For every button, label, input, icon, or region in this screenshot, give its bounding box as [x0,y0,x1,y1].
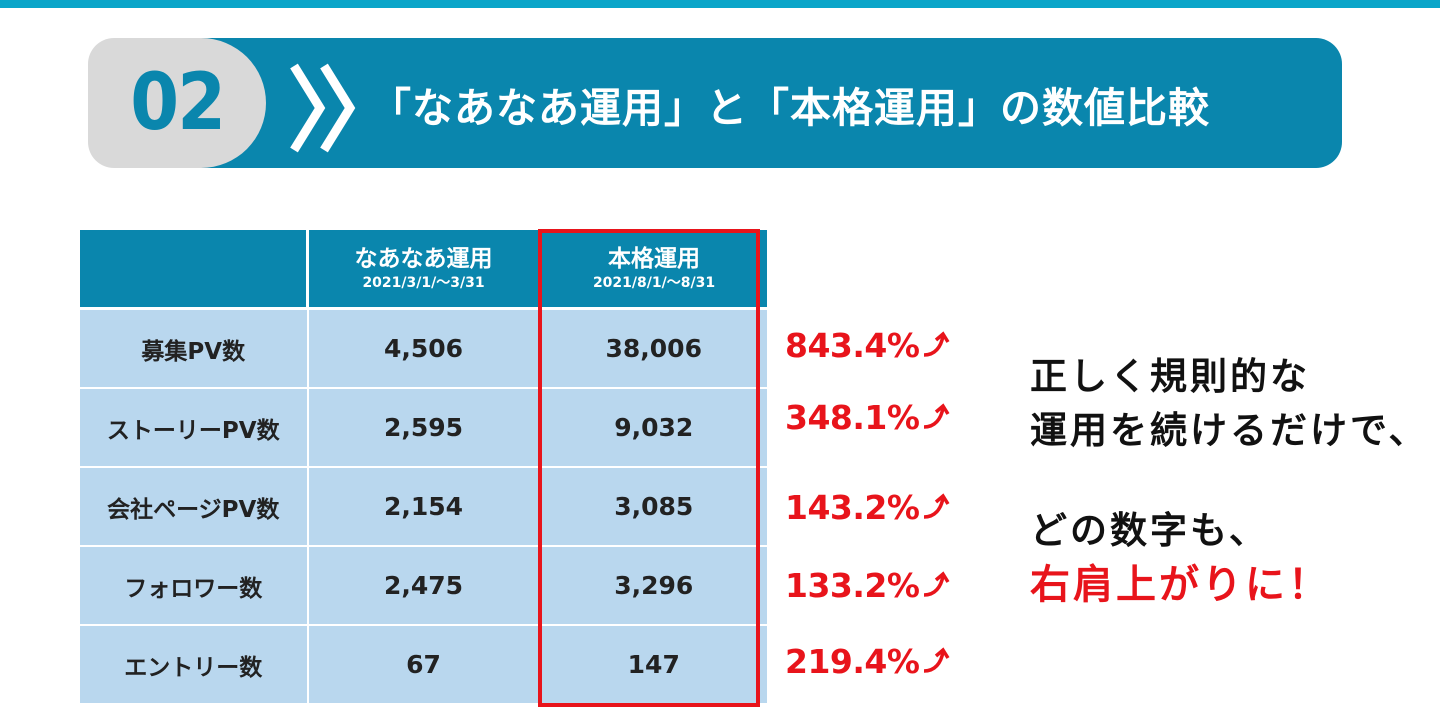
table-row: 募集PV数 4,506 38,006 [80,308,767,389]
growth-percent: 843.4% [785,325,920,365]
value-before: 67 [307,625,541,705]
row-label: ストーリーPV数 [80,388,309,468]
value-before: 2,595 [307,388,541,468]
value-after: 147 [539,625,767,705]
growth-rate: 843.4% [785,320,955,370]
row-label: 会社ページPV数 [80,467,309,547]
growth-rate: 143.2% [785,482,955,532]
column-period: 2021/8/1/〜8/31 [592,274,716,291]
table-row: 会社ページPV数 2,154 3,085 [80,467,767,547]
comparison-table: なあなあ運用 2021/3/1/〜3/31 本格運用 2021/8/1/〜8/3… [80,230,767,705]
column-label: なあなあ運用 [354,245,493,272]
page-title: 「なあなあ運用」と「本格運用」の数値比較 [370,84,1210,132]
top-accent-bar [0,0,1440,8]
value-before: 2,475 [307,546,541,626]
up-arrow-icon [924,403,950,429]
header-cell-empty [80,230,309,310]
value-after: 3,296 [539,546,767,626]
growth-rate: 133.2% [785,560,955,610]
column-label: 本格運用 [608,245,700,272]
message-line: 正しく規則的な [1030,355,1310,398]
up-arrow-icon [924,331,950,357]
row-label: エントリー数 [80,625,309,705]
growth-rate: 348.1% [785,392,955,442]
section-number-tab: 02 [88,38,266,168]
section-number: 02 [129,58,226,148]
value-after: 38,006 [539,308,767,389]
up-arrow-icon [924,493,950,519]
value-after: 3,085 [539,467,767,547]
header-cell-full: 本格運用 2021/8/1/〜8/31 [539,230,767,310]
column-period: 2021/3/1/〜3/31 [362,274,485,291]
growth-percent: 219.4% [785,641,920,681]
row-label: 募集PV数 [80,308,309,389]
value-after: 9,032 [539,388,767,468]
header-banner [160,38,1342,168]
up-arrow-icon [924,647,950,673]
message-line: どの数字も、 [1030,509,1269,552]
value-before: 2,154 [307,467,541,547]
growth-percent: 143.2% [785,487,920,527]
table-row: ストーリーPV数 2,595 9,032 [80,388,767,468]
table-row: フォロワー数 2,475 3,296 [80,546,767,626]
double-chevron-icon [290,63,356,153]
row-label: フォロワー数 [80,546,309,626]
growth-percent: 348.1% [785,397,920,437]
value-before: 4,506 [307,308,541,389]
header-cell-casual: なあなあ運用 2021/3/1/〜3/31 [307,230,541,310]
table-header-row: なあなあ運用 2021/3/1/〜3/31 本格運用 2021/8/1/〜8/3… [80,230,767,310]
growth-percent: 133.2% [785,565,920,605]
table-row: エントリー数 67 147 [80,625,767,705]
message-highlight: 右肩上がりに！ [1030,562,1331,608]
growth-rate: 219.4% [785,636,955,686]
up-arrow-icon [924,571,950,597]
message-line: 運用を続けるだけで、 [1030,409,1429,452]
